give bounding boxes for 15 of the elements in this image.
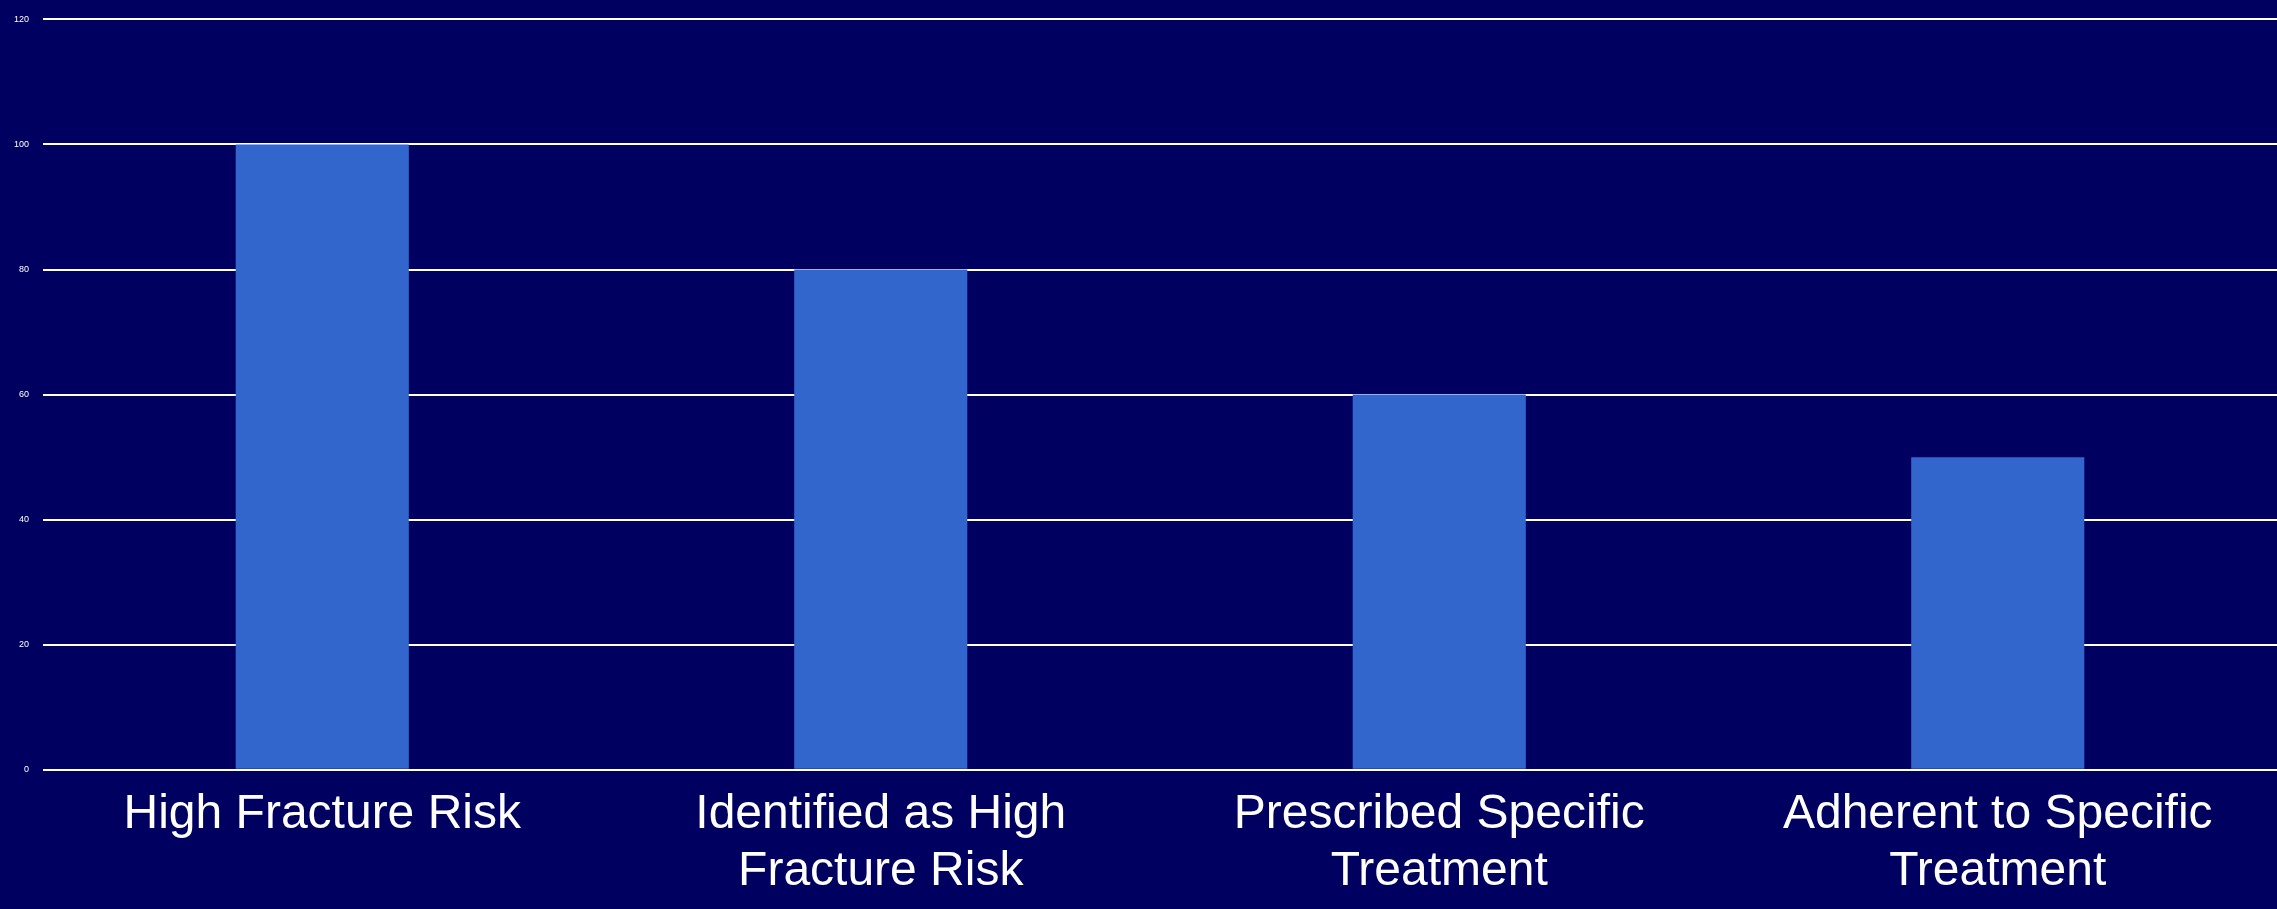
x-tick-label: Identified as High Fracture Risk	[695, 784, 1067, 896]
bar	[1911, 457, 2085, 769]
y-tick-label: 20	[19, 639, 30, 650]
y-tick-label: 120	[13, 13, 30, 24]
y-tick-label: 0	[24, 764, 30, 775]
x-tick-label: Prescribed Specific Treatment	[1233, 784, 1645, 896]
bar	[235, 144, 409, 769]
bar	[1352, 394, 1526, 769]
y-tick-label: 100	[13, 138, 30, 149]
x-tick-label: High Fracture Risk	[123, 784, 522, 838]
y-tick-label: 60	[19, 389, 30, 400]
x-tick-label: Adherent to Specific Treatment	[1782, 784, 2213, 896]
bar	[794, 269, 968, 769]
y-tick-label: 80	[19, 264, 30, 275]
y-tick-label: 40	[19, 514, 30, 525]
